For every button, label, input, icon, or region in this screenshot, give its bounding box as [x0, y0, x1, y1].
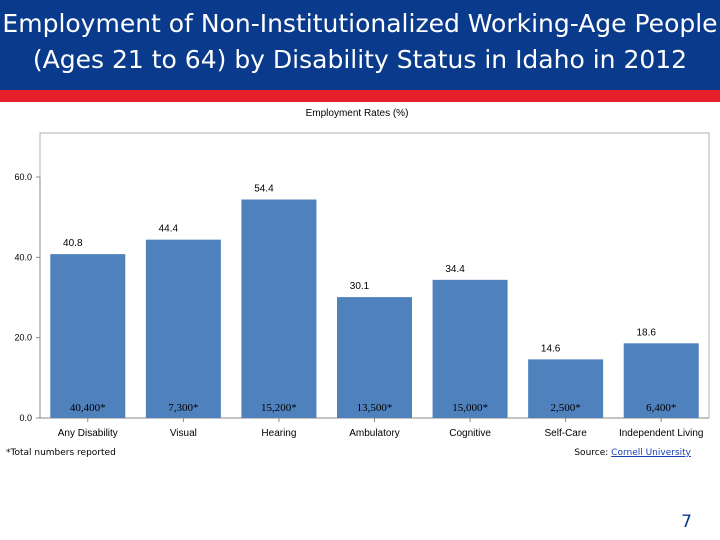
bar-value-label: 54.4: [254, 183, 274, 194]
page-number: 7: [681, 512, 692, 532]
x-tick-label: Cognitive: [449, 428, 491, 439]
accent-bar: [0, 90, 720, 102]
bar-value-label: 44.4: [159, 224, 179, 235]
bar-value-label: 30.1: [350, 281, 370, 292]
x-tick-label: Ambulatory: [349, 428, 400, 439]
bar-value-label: 34.4: [445, 264, 465, 275]
x-tick-label: Self-Care: [545, 428, 588, 439]
y-tick-label: 20.0: [14, 333, 32, 343]
bar-total-label: 6,400*: [646, 402, 676, 414]
y-axis-ticks: 0.0 20.0 40.0 60.0: [14, 172, 40, 423]
x-tick-label: Any Disability: [58, 428, 118, 439]
bar: [432, 279, 508, 418]
source-credit: Source: Cornell University: [574, 448, 691, 458]
y-tick-label: 40.0: [14, 252, 32, 262]
bar: [337, 297, 412, 418]
employment-rate-chart: Employment Rates (%) 0.0 20.0 40.0 60.0 40.…: [14, 108, 710, 439]
source-link[interactable]: Cornell University: [611, 448, 691, 458]
slide-title: Employment of Non-Institutionalized Work…: [2, 9, 718, 74]
bar-value-label: 14.6: [541, 343, 561, 354]
bar-value-label: 40.8: [63, 238, 83, 249]
title-banner: Employment of Non-Institutionalized Work…: [0, 0, 720, 90]
footnote: *Total numbers reported: [6, 448, 116, 458]
bar-total-label: 7,300*: [168, 402, 198, 414]
bar-value-label: 18.6: [636, 327, 656, 338]
bar-total-label: 15,000*: [452, 402, 488, 414]
bar: [50, 254, 126, 418]
bar: [145, 239, 221, 418]
x-tick-label: Independent Living: [619, 428, 704, 439]
bar: [528, 359, 604, 418]
bars: 40.8 40,400* Any Disability 44.4 7,300* Visua…: [50, 183, 703, 439]
y-tick-label: 0.0: [19, 413, 32, 423]
bar-total-label: 13,500*: [357, 402, 393, 414]
x-tick-label: Hearing: [261, 428, 296, 439]
chart-title: Employment Rates (%): [306, 108, 409, 119]
x-tick-label: Visual: [170, 428, 197, 439]
y-tick-label: 60.0: [14, 172, 32, 182]
bar-total-label: 15,200*: [261, 402, 297, 414]
bar-total-label: 2,500*: [551, 402, 581, 414]
bar: [241, 199, 317, 418]
bar-total-label: 40,400*: [70, 402, 106, 414]
source-prefix: Source:: [574, 448, 612, 458]
bar: [623, 343, 699, 418]
